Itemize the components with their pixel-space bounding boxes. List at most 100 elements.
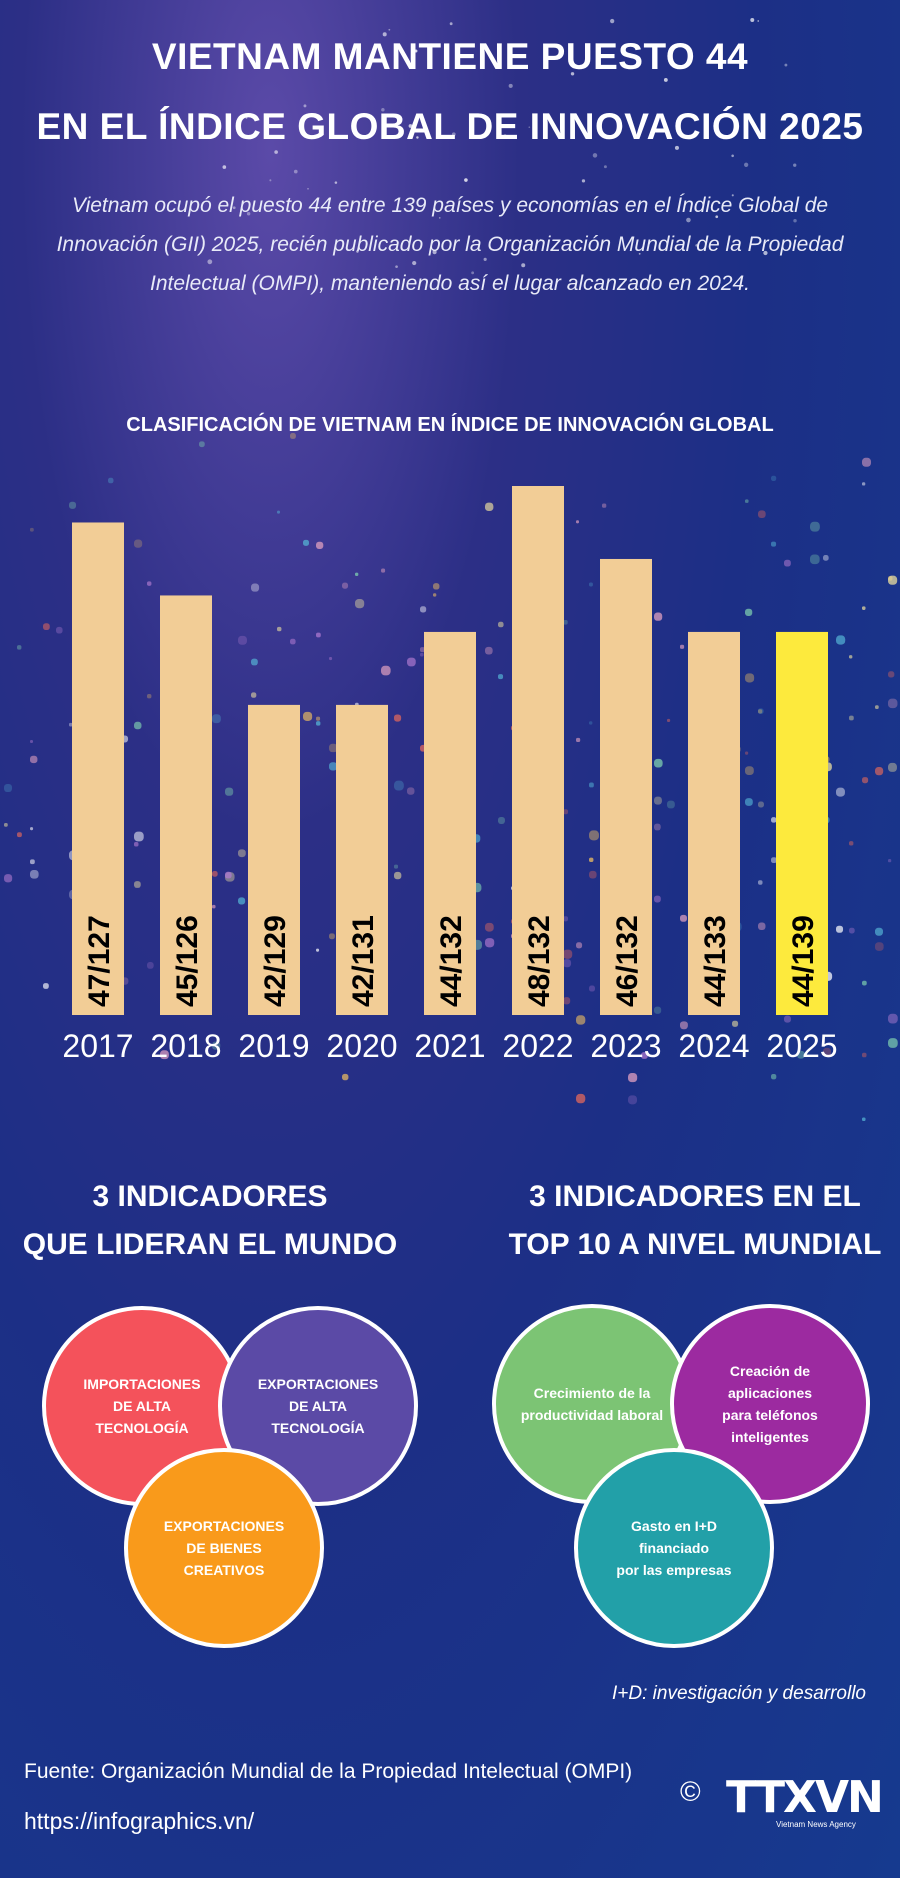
background-star xyxy=(793,163,797,167)
background-dot xyxy=(654,612,663,621)
background-dot xyxy=(485,938,495,948)
background-dot xyxy=(30,740,34,744)
source-url[interactable]: https://infographics.vn/ xyxy=(24,1808,255,1834)
background-dot xyxy=(888,859,892,863)
background-dot xyxy=(381,665,391,676)
bar-value-label: 44/133 xyxy=(699,915,732,1007)
background-star xyxy=(334,181,338,184)
background-dot xyxy=(17,832,22,838)
background-dot xyxy=(654,895,661,903)
background-star xyxy=(356,250,359,253)
background-dot xyxy=(888,671,895,678)
background-dot xyxy=(420,652,424,657)
background-dot xyxy=(810,554,820,565)
background-dot xyxy=(316,632,321,638)
background-star xyxy=(382,32,387,37)
background-dot xyxy=(56,626,63,634)
background-star xyxy=(464,178,468,182)
background-dot xyxy=(30,859,35,865)
background-dot xyxy=(329,762,338,771)
bar-value-label: 42/131 xyxy=(347,915,380,1007)
background-dot xyxy=(485,922,494,932)
bar-2017 xyxy=(72,522,124,1015)
circle-label-line: EXPORTACIONES xyxy=(257,1376,379,1392)
background-dot xyxy=(4,783,13,793)
background-dot xyxy=(30,755,38,764)
background-dot xyxy=(134,539,143,548)
background-dot xyxy=(849,655,853,659)
background-dot xyxy=(836,635,846,645)
background-dot xyxy=(576,520,580,524)
background-dot xyxy=(225,787,234,796)
background-dot xyxy=(654,758,663,768)
background-dot xyxy=(329,657,333,661)
bar-2019 xyxy=(248,704,300,1015)
background-dot xyxy=(576,737,581,743)
background-dot xyxy=(394,714,402,722)
background-dot xyxy=(420,647,426,653)
background-dot xyxy=(329,933,335,940)
background-dot xyxy=(862,1117,866,1121)
background-dot xyxy=(30,870,39,879)
background-star xyxy=(744,162,749,167)
background-dot xyxy=(563,997,571,1005)
circle-label-line: EXPORTACIONES xyxy=(163,1518,285,1534)
bar-2023 xyxy=(600,558,652,1015)
background-dot xyxy=(563,949,573,959)
bar-value-label: 42/129 xyxy=(259,915,292,1007)
background-dot xyxy=(784,559,791,567)
background-star xyxy=(528,126,531,129)
background-star xyxy=(793,218,797,223)
circle-label-line: por las empresas xyxy=(616,1562,732,1578)
background-star xyxy=(570,72,575,76)
ttxvn-logo: © TTXVN Vietnam News Agency xyxy=(680,1772,884,1834)
intro-line-2: Innovación (GII) 2025, recién publicado … xyxy=(56,233,844,256)
background-dot xyxy=(433,583,440,590)
background-dot xyxy=(134,881,141,888)
bar-2024 xyxy=(688,631,740,1015)
circle-label-line: DE ALTA TECNOLOGÍA xyxy=(95,1398,189,1436)
bar-2020 xyxy=(336,704,388,1015)
ranking-bar-chart: 47/127 2017 45/126 2018 42/129 2019 42/131 2020… xyxy=(62,486,838,1064)
background-dot xyxy=(69,722,73,727)
background-star xyxy=(449,22,453,26)
background-star xyxy=(638,252,641,255)
right-section-title: 3 INDICADORES EN EL TOP 10 A NIVEL MUNDI… xyxy=(500,1173,890,1269)
background-star xyxy=(731,194,734,197)
background-star xyxy=(307,187,309,190)
background-star xyxy=(503,134,507,137)
background-star xyxy=(674,145,679,150)
background-dot xyxy=(771,857,777,864)
background-star xyxy=(498,130,500,133)
background-dot xyxy=(745,766,754,775)
background-star xyxy=(539,238,542,241)
bar-2018 xyxy=(160,595,212,1015)
background-dot xyxy=(589,782,594,788)
background-dot xyxy=(212,871,218,877)
background-dot xyxy=(771,817,777,823)
background-dot xyxy=(589,721,593,725)
background-dot xyxy=(628,1095,638,1105)
background-dot xyxy=(342,1073,349,1081)
background-dot xyxy=(316,541,324,550)
background-dot xyxy=(316,721,321,726)
circle-business-rd-spending: Gasto en I+D financiado por las empresas xyxy=(574,1448,774,1648)
background-dot xyxy=(836,787,845,797)
circle-label-line: Creación de aplicaciones xyxy=(727,1363,813,1401)
background-star xyxy=(521,263,526,268)
background-dot xyxy=(797,1050,805,1059)
background-dot xyxy=(147,581,152,586)
intro-text: Vietnam ocupó el puesto 44 entre 139 paí… xyxy=(40,186,860,303)
background-dot xyxy=(680,644,685,649)
background-dot xyxy=(212,1041,221,1050)
logo-text: TTXVN xyxy=(726,1772,884,1823)
background-dot xyxy=(498,674,504,680)
background-dot xyxy=(862,1052,867,1058)
background-dot xyxy=(641,1052,648,1059)
circle-label-line: para teléfonos inteligentes xyxy=(722,1407,818,1445)
bar-value-label: 48/132 xyxy=(523,915,556,1007)
background-dot xyxy=(147,962,154,969)
circle-label-line: DE BIENES CREATIVOS xyxy=(183,1540,265,1578)
x-tick-label: 2020 xyxy=(326,1028,397,1064)
left-title-line-1: 3 INDICADORES xyxy=(92,1180,328,1213)
